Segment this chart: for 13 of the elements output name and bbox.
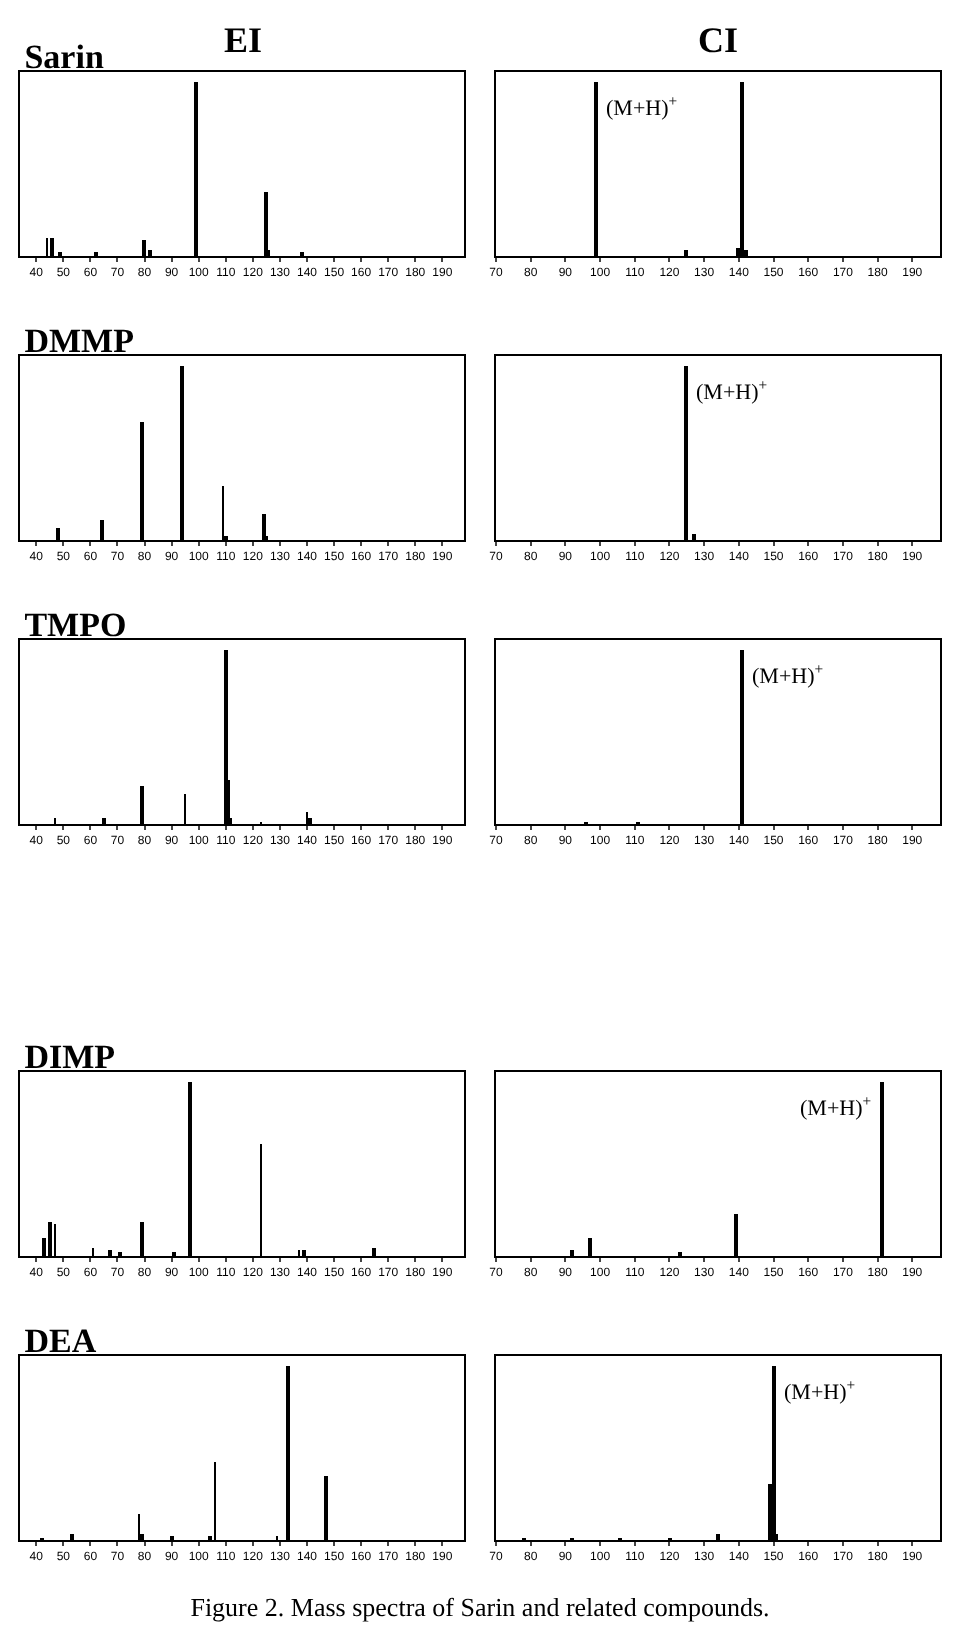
annotation: (M+H)$^{+}$: [752, 660, 824, 690]
chart-subtitle: CI: [698, 20, 739, 60]
chart-subtitle: EI: [224, 20, 263, 60]
caption: Figure 2. Mass spectra of Sarin and related compounds.: [188, 1592, 772, 1624]
annotation: (M+H)$^{+}$: [696, 376, 768, 406]
chart-title: Sarin: [24, 38, 105, 76]
annotation: (M+H)$^{+}$: [800, 1092, 872, 1122]
chart-title: DIMP: [24, 1038, 116, 1076]
chart-title: DMMP: [24, 322, 134, 360]
annotation: (M+H)$^{+}$: [606, 92, 678, 122]
chart-title: DEA: [24, 1322, 98, 1360]
chart-title: TMPO: [24, 606, 127, 644]
annotation: (M+H)$^{+}$: [784, 1376, 856, 1406]
